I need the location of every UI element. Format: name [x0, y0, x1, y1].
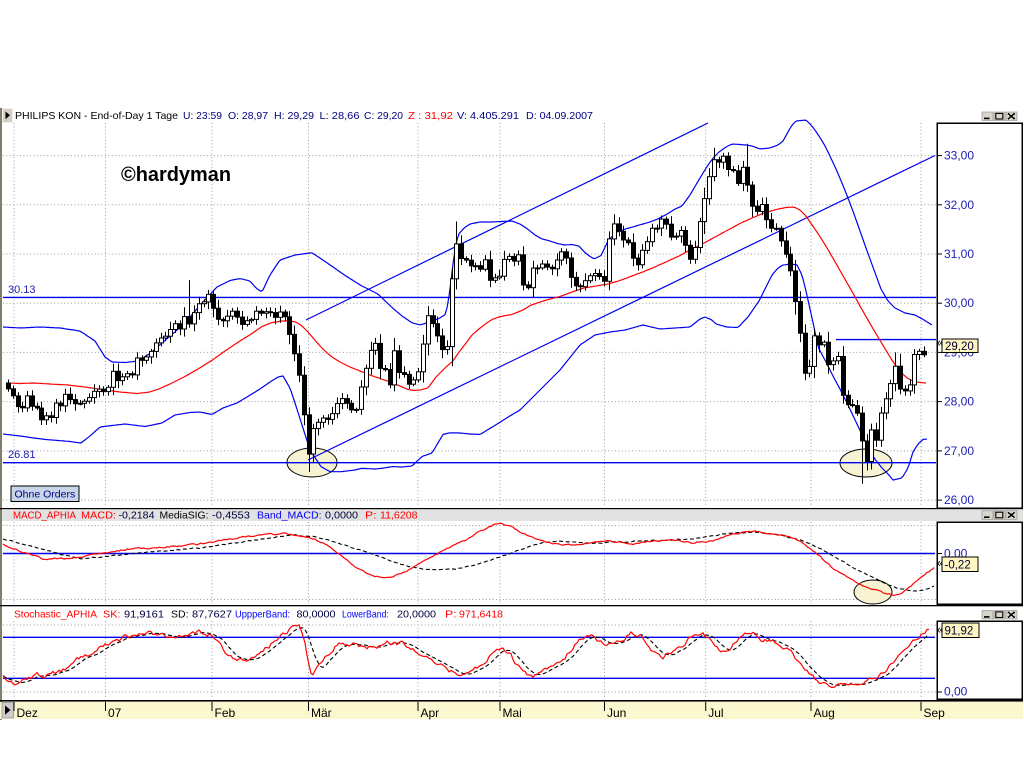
svg-text:Feb: Feb: [215, 706, 236, 720]
svg-text:-0,4553: -0,4553: [212, 511, 250, 522]
svg-text:P:: P:: [365, 511, 377, 522]
svg-text:28,00: 28,00: [944, 395, 974, 409]
svg-text:©hardyman: ©hardyman: [121, 164, 231, 186]
svg-text:L: 28,66: L: 28,66: [320, 111, 360, 122]
svg-text:P:: P:: [445, 610, 457, 621]
svg-text:87,7627: 87,7627: [192, 610, 232, 621]
svg-text:PHILIPS KON - End-of-Day 1 Tag: PHILIPS KON - End-of-Day 1 Tage: [15, 111, 178, 122]
svg-text:H: 29,29: H: 29,29: [274, 111, 314, 122]
svg-text:27,00: 27,00: [944, 444, 974, 458]
svg-text:-0,22: -0,22: [945, 560, 971, 572]
svg-text:26.81: 26.81: [8, 449, 36, 461]
svg-text:30,00: 30,00: [944, 296, 974, 310]
svg-text:«: «: [937, 338, 943, 350]
svg-text:SD:: SD:: [171, 610, 189, 621]
svg-text:UppperBand:: UppperBand:: [235, 610, 290, 621]
svg-text:Ohne Orders: Ohne Orders: [15, 489, 76, 501]
svg-text:«: «: [937, 625, 943, 637]
svg-text:O: 28,97: O: 28,97: [228, 111, 268, 122]
svg-text:31,00: 31,00: [944, 247, 974, 261]
svg-text:LowerBand:: LowerBand:: [342, 610, 389, 621]
svg-text:91,92: 91,92: [945, 626, 974, 638]
svg-text:MediaSIG:: MediaSIG:: [160, 511, 209, 522]
svg-text:Aug: Aug: [814, 706, 835, 720]
svg-text:U: 23:59: U: 23:59: [183, 111, 222, 122]
svg-text:Stochastic_APHIA: Stochastic_APHIA: [14, 610, 97, 621]
svg-text:20,0000: 20,0000: [397, 610, 436, 621]
svg-text:Z : 31,92: Z : 31,92: [408, 111, 453, 122]
svg-text:MACD_APHIA: MACD_APHIA: [13, 511, 76, 522]
svg-text:Apr: Apr: [421, 706, 440, 720]
svg-text:91,9161: 91,9161: [124, 610, 164, 621]
svg-text:Mär: Mär: [311, 706, 332, 720]
svg-text:0,00: 0,00: [944, 685, 968, 699]
svg-text:30.13: 30.13: [8, 284, 36, 296]
svg-text:C: 29,20: C: 29,20: [364, 111, 403, 122]
svg-text:V: 4.405.291: V: 4.405.291: [457, 111, 519, 122]
svg-text:33,00: 33,00: [944, 149, 974, 163]
svg-text:0,0000: 0,0000: [325, 511, 358, 522]
svg-text:11,6208: 11,6208: [380, 511, 418, 522]
svg-text:-0,2184: -0,2184: [119, 511, 155, 522]
svg-text:Mai: Mai: [503, 706, 522, 720]
svg-text:80,0000: 80,0000: [297, 610, 336, 621]
svg-text:D: 04.09.2007: D: 04.09.2007: [526, 111, 593, 122]
svg-text:Jul: Jul: [708, 706, 723, 720]
svg-text:Band_MACD:: Band_MACD:: [257, 511, 322, 522]
svg-text:971,6418: 971,6418: [459, 610, 503, 621]
svg-text:«: «: [937, 558, 943, 570]
svg-text:SK:: SK:: [103, 610, 121, 621]
svg-text:Sep: Sep: [924, 706, 946, 720]
svg-text:32,00: 32,00: [944, 198, 974, 212]
svg-text:26,00: 26,00: [944, 493, 974, 507]
svg-text:Jun: Jun: [607, 706, 626, 720]
svg-text:Dez: Dez: [17, 706, 38, 720]
svg-text:07: 07: [108, 706, 122, 720]
svg-text:29,20: 29,20: [945, 341, 974, 353]
svg-text:MACD:: MACD:: [81, 511, 116, 522]
